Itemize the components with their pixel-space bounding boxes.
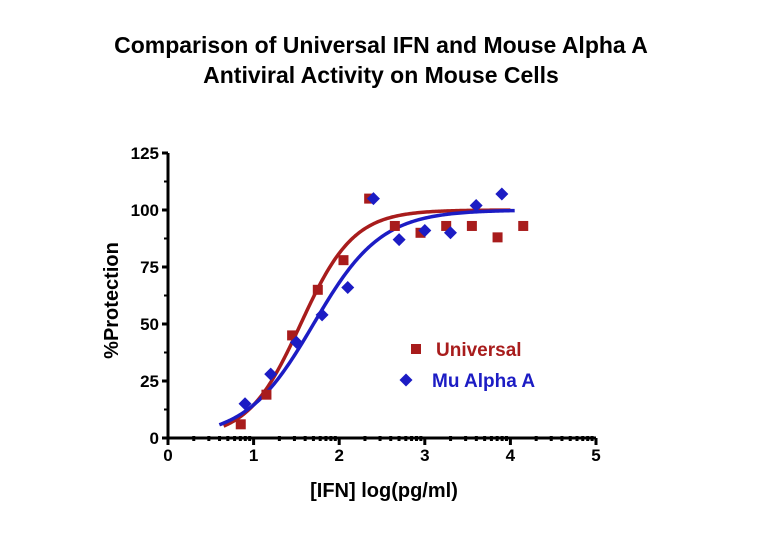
y-axis-label: %Protection xyxy=(101,242,123,359)
x-minor-tick xyxy=(329,436,333,441)
x-minor-tick xyxy=(397,436,401,441)
data-point-universal xyxy=(492,232,503,243)
x-minor-tick xyxy=(233,436,237,441)
data-point-universal xyxy=(235,419,246,430)
data-point-mu-alpha-a xyxy=(366,192,380,206)
x-minor-tick xyxy=(419,436,423,441)
legend-marker-mu-alpha-a xyxy=(399,373,413,387)
chart-title-line-2: Antiviral Activity on Mouse Cells xyxy=(203,62,559,88)
x-minor-tick xyxy=(292,436,296,441)
x-minor-tick xyxy=(218,436,222,441)
x-minor-tick xyxy=(303,436,307,441)
data-point-universal xyxy=(287,330,298,341)
x-minor-tick xyxy=(404,436,408,441)
x-minor-tick xyxy=(549,436,553,441)
x-minor-tick xyxy=(277,436,281,441)
x-tick-label: 5 xyxy=(591,446,600,465)
fit-curve-universal xyxy=(222,208,511,428)
x-minor-tick xyxy=(363,436,367,441)
x-axis-label: [IFN] log(pg/ml) xyxy=(310,480,458,502)
x-minor-tick xyxy=(483,436,487,441)
x-minor-tick xyxy=(324,436,328,441)
x-minor-tick xyxy=(318,436,322,441)
data-point-mu-alpha-a xyxy=(238,397,252,411)
x-minor-tick xyxy=(495,436,499,441)
x-tick-label: 2 xyxy=(334,446,343,465)
data-point-universal xyxy=(338,255,349,266)
x-minor-tick xyxy=(581,436,585,441)
x-minor-tick xyxy=(500,436,504,441)
legend-marker-universal xyxy=(411,344,421,354)
data-point-mu-alpha-a xyxy=(469,198,483,212)
x-minor-tick xyxy=(474,436,478,441)
x-minor-tick xyxy=(590,436,594,441)
data-point-universal xyxy=(518,220,529,231)
data-point-universal xyxy=(466,220,477,231)
x-minor-tick xyxy=(333,436,337,441)
data-point-mu-alpha-a xyxy=(495,187,509,201)
data-point-universal xyxy=(312,284,323,295)
x-minor-tick xyxy=(378,436,382,441)
chart-title-line-1: Comparison of Universal IFN and Mouse Al… xyxy=(114,32,648,58)
y-tick-label: 0 xyxy=(150,429,159,448)
x-minor-tick xyxy=(192,436,196,441)
x-minor-tick xyxy=(207,436,211,441)
x-minor-tick xyxy=(410,436,414,441)
legend-label-mu-alpha-a: Mu Alpha A xyxy=(432,371,535,392)
x-minor-tick xyxy=(489,436,493,441)
x-minor-tick xyxy=(464,436,468,441)
x-tick-label: 1 xyxy=(249,446,258,465)
x-tick-label: 4 xyxy=(506,446,516,465)
x-tick-label: 3 xyxy=(420,446,429,465)
x-minor-tick xyxy=(415,436,419,441)
x-minor-tick xyxy=(226,436,230,441)
y-tick-label: 75 xyxy=(140,258,159,277)
x-minor-tick xyxy=(560,436,564,441)
x-minor-tick xyxy=(568,436,572,441)
y-tick-label: 50 xyxy=(140,315,159,334)
data-point-mu-alpha-a xyxy=(392,233,406,247)
x-minor-tick xyxy=(243,436,247,441)
data-point-mu-alpha-a xyxy=(264,367,278,381)
legend-label-universal: Universal xyxy=(436,340,522,361)
y-tick-label: 100 xyxy=(131,201,159,220)
x-minor-tick xyxy=(586,436,590,441)
x-minor-tick xyxy=(504,436,508,441)
x-minor-tick xyxy=(449,436,453,441)
x-minor-tick xyxy=(389,436,393,441)
x-minor-tick xyxy=(248,436,252,441)
data-point-universal xyxy=(261,389,272,400)
data-point-universal xyxy=(415,227,426,238)
data-point-mu-alpha-a xyxy=(418,224,432,238)
data-point-universal xyxy=(441,220,452,231)
x-minor-tick xyxy=(238,436,242,441)
x-minor-tick xyxy=(311,436,315,441)
y-tick-label: 25 xyxy=(140,372,159,391)
data-point-mu-alpha-a xyxy=(315,308,329,322)
x-minor-tick xyxy=(575,436,579,441)
x-tick-label: 0 xyxy=(163,446,172,465)
y-tick-label: 125 xyxy=(131,144,159,163)
data-point-mu-alpha-a xyxy=(289,335,303,349)
data-point-mu-alpha-a xyxy=(341,281,355,295)
data-point-mu-alpha-a xyxy=(443,226,457,240)
data-point-universal xyxy=(389,220,400,231)
x-minor-tick xyxy=(534,436,538,441)
